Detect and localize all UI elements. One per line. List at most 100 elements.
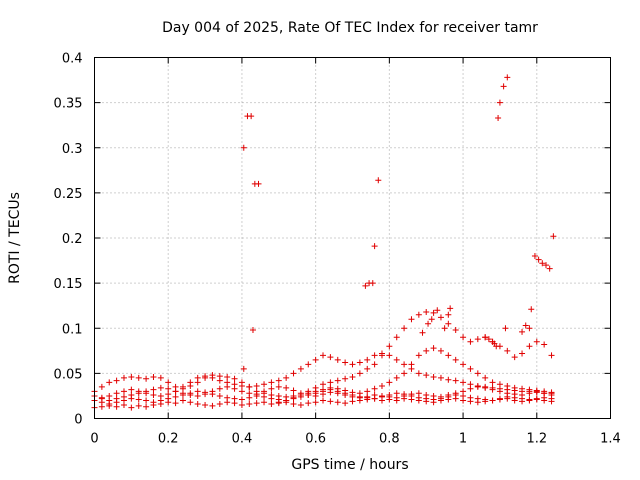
data-point [246,394,253,401]
data-point [349,373,356,380]
data-point [231,395,238,402]
data-point [504,386,511,393]
data-point [445,393,452,400]
data-point [202,401,209,408]
data-point [320,386,327,393]
data-point [255,180,262,187]
x-tick-label: 0.4 [232,432,253,447]
data-point [98,383,105,390]
data-point [401,391,408,398]
data-point [496,385,503,392]
data-point [526,388,533,395]
y-tick-label: 0.1 [62,322,83,337]
data-point [371,243,378,250]
data-point [98,395,105,402]
data-point [150,386,157,393]
data-point [128,373,135,380]
data-point [334,356,341,363]
data-point [467,394,474,401]
data-point [495,114,502,121]
data-point [172,400,179,407]
data-point [216,401,223,408]
data-point [194,374,201,381]
data-point [430,373,437,380]
y-tick-labels: 0 0.05 0.1 0.15 0.2 0.25 0.3 0.35 0.4 [54,52,83,428]
data-point [216,377,223,384]
data-point [113,399,120,406]
data-point [275,383,282,390]
data-point [401,370,408,377]
data-point [187,390,194,397]
data-point [467,381,474,388]
data-point [423,309,430,316]
x-axis-label: GPS time / hours [291,457,408,473]
chart-title: Day 004 of 2025, Rate Of TEC Index for r… [162,20,538,36]
data-point [502,325,509,332]
data-point [386,352,393,359]
data-point [209,402,216,409]
data-point [378,393,385,400]
data-point [106,392,113,399]
data-point [349,389,356,396]
data-point [224,373,231,380]
data-point [415,394,422,401]
data-point [268,379,275,386]
data-point [283,374,290,381]
data-point [327,384,334,391]
data-point [500,83,507,90]
data-point [120,397,127,404]
data-point [482,396,489,403]
y-axis-label: ROTI / TECUs [7,192,23,284]
data-point [541,341,548,348]
data-point [157,384,164,391]
data-point [135,374,142,381]
data-point [415,352,422,359]
grid [94,57,611,419]
data-point [437,347,444,354]
data-point [437,395,444,402]
data-point [349,361,356,368]
data-point [356,359,363,366]
data-point [283,384,290,391]
data-point [371,385,378,392]
data-point [334,377,341,384]
data-point [342,359,349,366]
data-point [157,392,164,399]
data-point [305,388,312,395]
data-point [430,309,437,316]
data-point [246,383,253,390]
data-point [371,352,378,359]
data-point [423,372,430,379]
data-point [305,361,312,368]
data-point [526,343,533,350]
data-point [261,381,268,388]
data-point [423,395,430,402]
data-point [539,260,546,267]
y-tick-label: 0 [74,413,82,428]
data-point [474,370,481,377]
x-tick-label: 1 [459,432,467,447]
data-points [91,74,557,411]
data-point [356,370,363,377]
data-point [541,390,548,397]
data-point [434,307,441,314]
axis-ticks [94,57,611,419]
data-point [268,385,275,392]
data-point [327,354,334,361]
data-point [533,338,540,345]
data-point [489,397,496,404]
data-point [526,325,533,332]
data-point [375,177,382,184]
data-point [452,356,459,363]
data-point [430,345,437,352]
data-point [290,370,297,377]
y-tick-label: 0.2 [62,232,83,247]
data-point [356,390,363,397]
data-point [393,390,400,397]
data-point [231,375,238,382]
data-point [362,282,369,289]
data-point [364,356,371,363]
data-point [135,388,142,395]
data-point [447,305,454,312]
